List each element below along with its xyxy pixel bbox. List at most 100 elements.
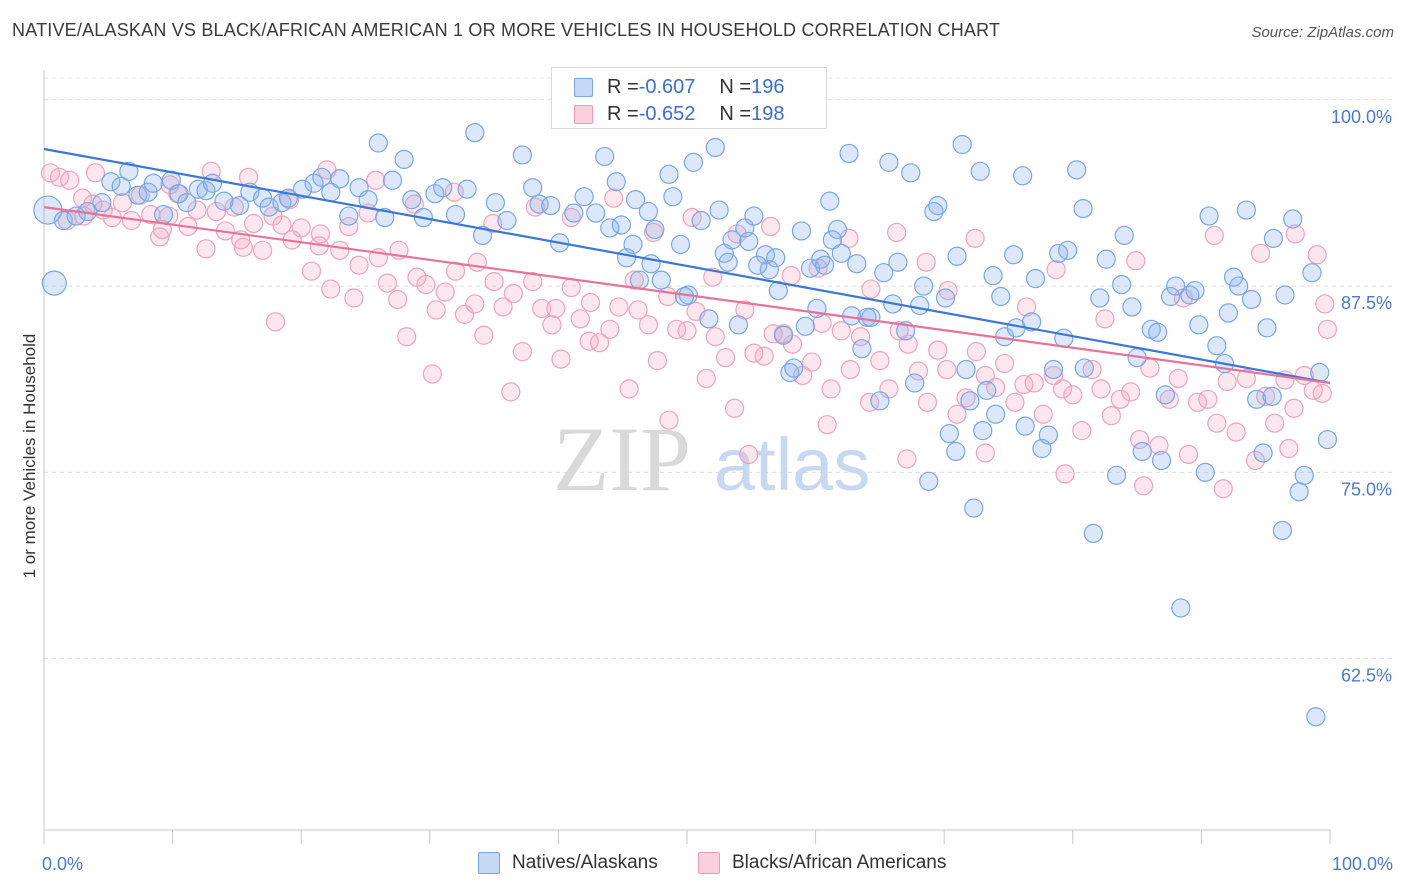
blacks-point [1024, 373, 1044, 393]
blacks-point [860, 392, 880, 412]
natives-point [623, 234, 643, 254]
n-value: 196 [751, 75, 785, 98]
natives-point [839, 143, 859, 164]
natives-point [831, 243, 851, 263]
blacks-point [1110, 389, 1130, 409]
blacks-point [760, 216, 781, 237]
stats-legend-row-blacks: R = -0.652 N = 198 [574, 101, 784, 127]
blacks-point [1178, 444, 1199, 465]
natives-point [663, 187, 683, 207]
watermark-atlas: atlas [714, 423, 870, 506]
natives-point [465, 122, 485, 143]
natives-point [472, 225, 493, 246]
blacks-point [397, 327, 417, 347]
natives-point [1199, 206, 1219, 226]
blacks-point [1204, 225, 1224, 246]
natives-point [705, 137, 725, 158]
blacks-point [947, 404, 967, 424]
natives-point [888, 252, 908, 272]
natives-point [1171, 598, 1191, 618]
natives-point [196, 181, 216, 201]
blacks-point [330, 240, 350, 260]
blacks-point [937, 359, 957, 380]
natives-point [1317, 429, 1338, 450]
y-tick-labels: 62.5% 75.0% 87.5% 100.0% [1331, 107, 1392, 686]
natives-point [991, 286, 1011, 307]
natives-point [901, 163, 921, 183]
blacks-point [870, 350, 890, 371]
blacks-point [995, 353, 1015, 374]
blacks-point [426, 300, 446, 320]
blacks-point [600, 319, 620, 339]
blacks-point [1043, 365, 1064, 386]
natives-point [947, 246, 967, 266]
natives-point [330, 169, 350, 189]
natives-point [1185, 280, 1205, 301]
natives-point [1218, 303, 1239, 323]
natives-point [1114, 225, 1134, 246]
n-label: N = [719, 102, 752, 125]
natives-swatch [574, 77, 593, 97]
natives-point [847, 254, 867, 274]
y-tick-label: 100.0% [1331, 107, 1392, 127]
natives-point [1166, 276, 1186, 296]
blacks-point [40, 163, 61, 183]
natives-point [92, 193, 112, 213]
natives-point [728, 315, 749, 335]
blacks-point [1207, 413, 1227, 433]
natives-point [402, 190, 422, 210]
natives-point [1038, 425, 1058, 445]
blacks-point [366, 170, 386, 190]
blacks-point [467, 252, 487, 272]
blacks-point [580, 292, 601, 313]
blacks-point [604, 188, 624, 208]
natives-point [625, 190, 646, 210]
natives-point [1283, 209, 1303, 229]
blacks-point [1082, 359, 1102, 380]
blacks-point [1016, 297, 1037, 317]
natives-point [138, 182, 158, 202]
blacks-legend-swatch [698, 852, 720, 874]
blacks-point [917, 392, 938, 412]
blacks-point [1250, 243, 1271, 263]
natives-point [1155, 385, 1175, 405]
natives-point [382, 170, 403, 190]
blacks-point [916, 252, 936, 272]
blacks-point [1055, 464, 1075, 484]
natives-point [629, 270, 650, 290]
blacks-point [422, 364, 442, 384]
blacks-point [1130, 429, 1150, 450]
blacks-point [233, 237, 253, 257]
natives-point [935, 288, 956, 308]
natives-point [946, 441, 966, 462]
natives-point [924, 201, 944, 222]
natives-point [1247, 389, 1267, 409]
blacks-point [1198, 389, 1218, 409]
natives-point [600, 218, 620, 238]
blacks-swatch [574, 104, 593, 124]
blacks-point [1091, 379, 1111, 399]
natives-point [659, 164, 679, 184]
natives-point [1253, 443, 1273, 463]
blacks-point [908, 361, 929, 381]
natives-point [861, 307, 881, 327]
r-value: -0.652 [638, 102, 696, 125]
blacks-point [291, 218, 311, 238]
natives-point [874, 263, 894, 283]
blacks-point [474, 325, 494, 345]
blacks-point [1285, 224, 1305, 244]
blacks-point [416, 274, 436, 295]
blacks-point [975, 443, 995, 463]
natives-point [177, 193, 197, 213]
natives-point [595, 146, 615, 167]
natives-point [1004, 245, 1024, 265]
blacks-point [265, 312, 286, 332]
blacks-point [60, 170, 80, 190]
blacks-point [523, 272, 543, 292]
blacks-point [196, 239, 216, 259]
natives-point [960, 391, 980, 411]
natives-point [394, 149, 414, 170]
blacks-point [206, 201, 226, 222]
natives-point [292, 179, 313, 199]
blacks-point [1121, 382, 1141, 402]
